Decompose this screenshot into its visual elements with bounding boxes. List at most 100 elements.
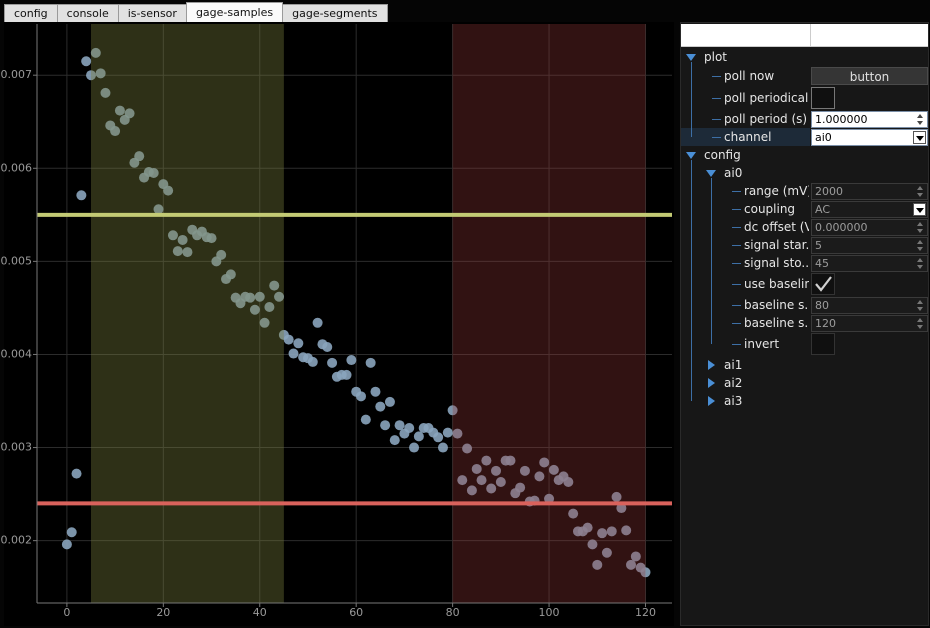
value-field[interactable]: 1.000000	[811, 111, 928, 128]
spin-down[interactable]	[917, 193, 923, 197]
row-label: signal sto...	[744, 256, 809, 270]
value-field[interactable]: 2000	[811, 183, 928, 200]
spin-up[interactable]	[917, 240, 923, 244]
data-point	[288, 348, 299, 359]
x-tick-label: 0	[63, 606, 70, 619]
data-point	[394, 420, 405, 431]
data-point	[163, 185, 174, 196]
data-point	[389, 435, 400, 446]
value-field[interactable]: AC	[811, 201, 928, 218]
spin-down[interactable]	[917, 247, 923, 251]
data-point	[597, 528, 608, 539]
dropdown-arrow	[916, 208, 924, 213]
spin-up[interactable]	[917, 114, 923, 118]
data-point	[476, 475, 487, 486]
data-point	[370, 386, 381, 397]
data-point	[322, 342, 333, 353]
spin-down[interactable]	[917, 325, 923, 329]
row-label: poll period (s)	[724, 112, 808, 126]
data-point	[495, 476, 506, 487]
expand-arrow[interactable]	[706, 170, 716, 177]
row-label: poll now	[724, 69, 775, 83]
row-label: ai1	[724, 358, 743, 372]
branch-dash	[732, 323, 741, 324]
data-point	[81, 56, 92, 67]
spin-up[interactable]	[917, 258, 923, 262]
tree-line	[711, 178, 712, 344]
tab[interactable]: is-sensor	[117, 4, 187, 23]
collapse-arrow[interactable]	[708, 396, 715, 406]
tab[interactable]: gage-segments	[282, 4, 388, 23]
data-point	[452, 428, 463, 439]
dropdown-button[interactable]	[913, 203, 926, 216]
branch-dash	[712, 76, 721, 77]
value-field[interactable]: 45	[811, 255, 928, 272]
data-point	[90, 47, 101, 58]
data-point	[95, 68, 106, 79]
spin-up[interactable]	[917, 318, 923, 322]
tab[interactable]: console	[56, 4, 119, 23]
value-text: ai0	[815, 131, 832, 144]
data-point	[640, 567, 651, 578]
data-point	[442, 427, 453, 438]
spin-down[interactable]	[917, 265, 923, 269]
data-point	[66, 527, 77, 538]
value-field[interactable]: ai0	[811, 129, 928, 146]
data-point	[177, 234, 188, 245]
value-field[interactable]: 80	[811, 297, 928, 314]
y-tick-label: 0.007	[1, 68, 33, 81]
spin-up[interactable]	[917, 186, 923, 190]
data-point	[601, 547, 612, 558]
spin-down[interactable]	[917, 307, 923, 311]
button[interactable]: button	[811, 67, 928, 85]
data-point	[153, 204, 164, 215]
expand-arrow[interactable]	[686, 54, 696, 61]
value-field[interactable]: 0.000000	[811, 219, 928, 236]
data-point	[341, 369, 352, 380]
row-label: use baseline	[744, 277, 809, 291]
data-point	[245, 292, 256, 303]
spin-up[interactable]	[917, 222, 923, 226]
y-tick-label: 0.004	[1, 347, 33, 360]
checkbox[interactable]	[811, 87, 835, 109]
dropdown-arrow	[916, 136, 924, 141]
row-label: config	[704, 148, 741, 162]
spin-down[interactable]	[917, 121, 923, 125]
data-point	[71, 468, 82, 479]
region	[452, 24, 646, 603]
tab[interactable]: gage-samples	[185, 2, 284, 23]
data-point	[274, 291, 285, 302]
collapse-arrow[interactable]	[708, 360, 715, 370]
data-point	[206, 233, 217, 244]
data-point	[481, 455, 492, 466]
expand-arrow[interactable]	[686, 152, 696, 159]
data-point	[360, 414, 371, 425]
data-point	[380, 420, 391, 431]
data-point	[433, 432, 444, 443]
data-point	[621, 525, 632, 536]
dropdown-button[interactable]	[913, 131, 926, 144]
branch-dash	[732, 245, 741, 246]
value-text: AC	[815, 203, 831, 216]
spin-up[interactable]	[917, 300, 923, 304]
checkbox[interactable]	[811, 333, 835, 355]
value-field[interactable]: 5	[811, 237, 928, 254]
data-point	[462, 443, 473, 454]
row-label: ai3	[724, 394, 743, 408]
collapse-arrow[interactable]	[708, 378, 715, 388]
region	[91, 24, 284, 603]
axis-labels: 0 20 40 60 80 100 120 0.002 0.003 0.004 0.005 0.006…	[1, 68, 656, 619]
data-point	[616, 503, 627, 514]
value-text: 5	[815, 239, 822, 252]
checkbox[interactable]	[811, 273, 835, 295]
spin-down[interactable]	[917, 229, 923, 233]
row-label: plot	[704, 50, 727, 64]
data-point	[134, 151, 145, 162]
tree-line	[691, 160, 692, 401]
value-field[interactable]: 120	[811, 315, 928, 332]
row-label: dc offset (V)	[744, 220, 809, 234]
data-point	[413, 431, 424, 442]
data-point	[447, 405, 458, 416]
chart-background	[4, 22, 674, 626]
row-label: channel	[724, 130, 772, 144]
